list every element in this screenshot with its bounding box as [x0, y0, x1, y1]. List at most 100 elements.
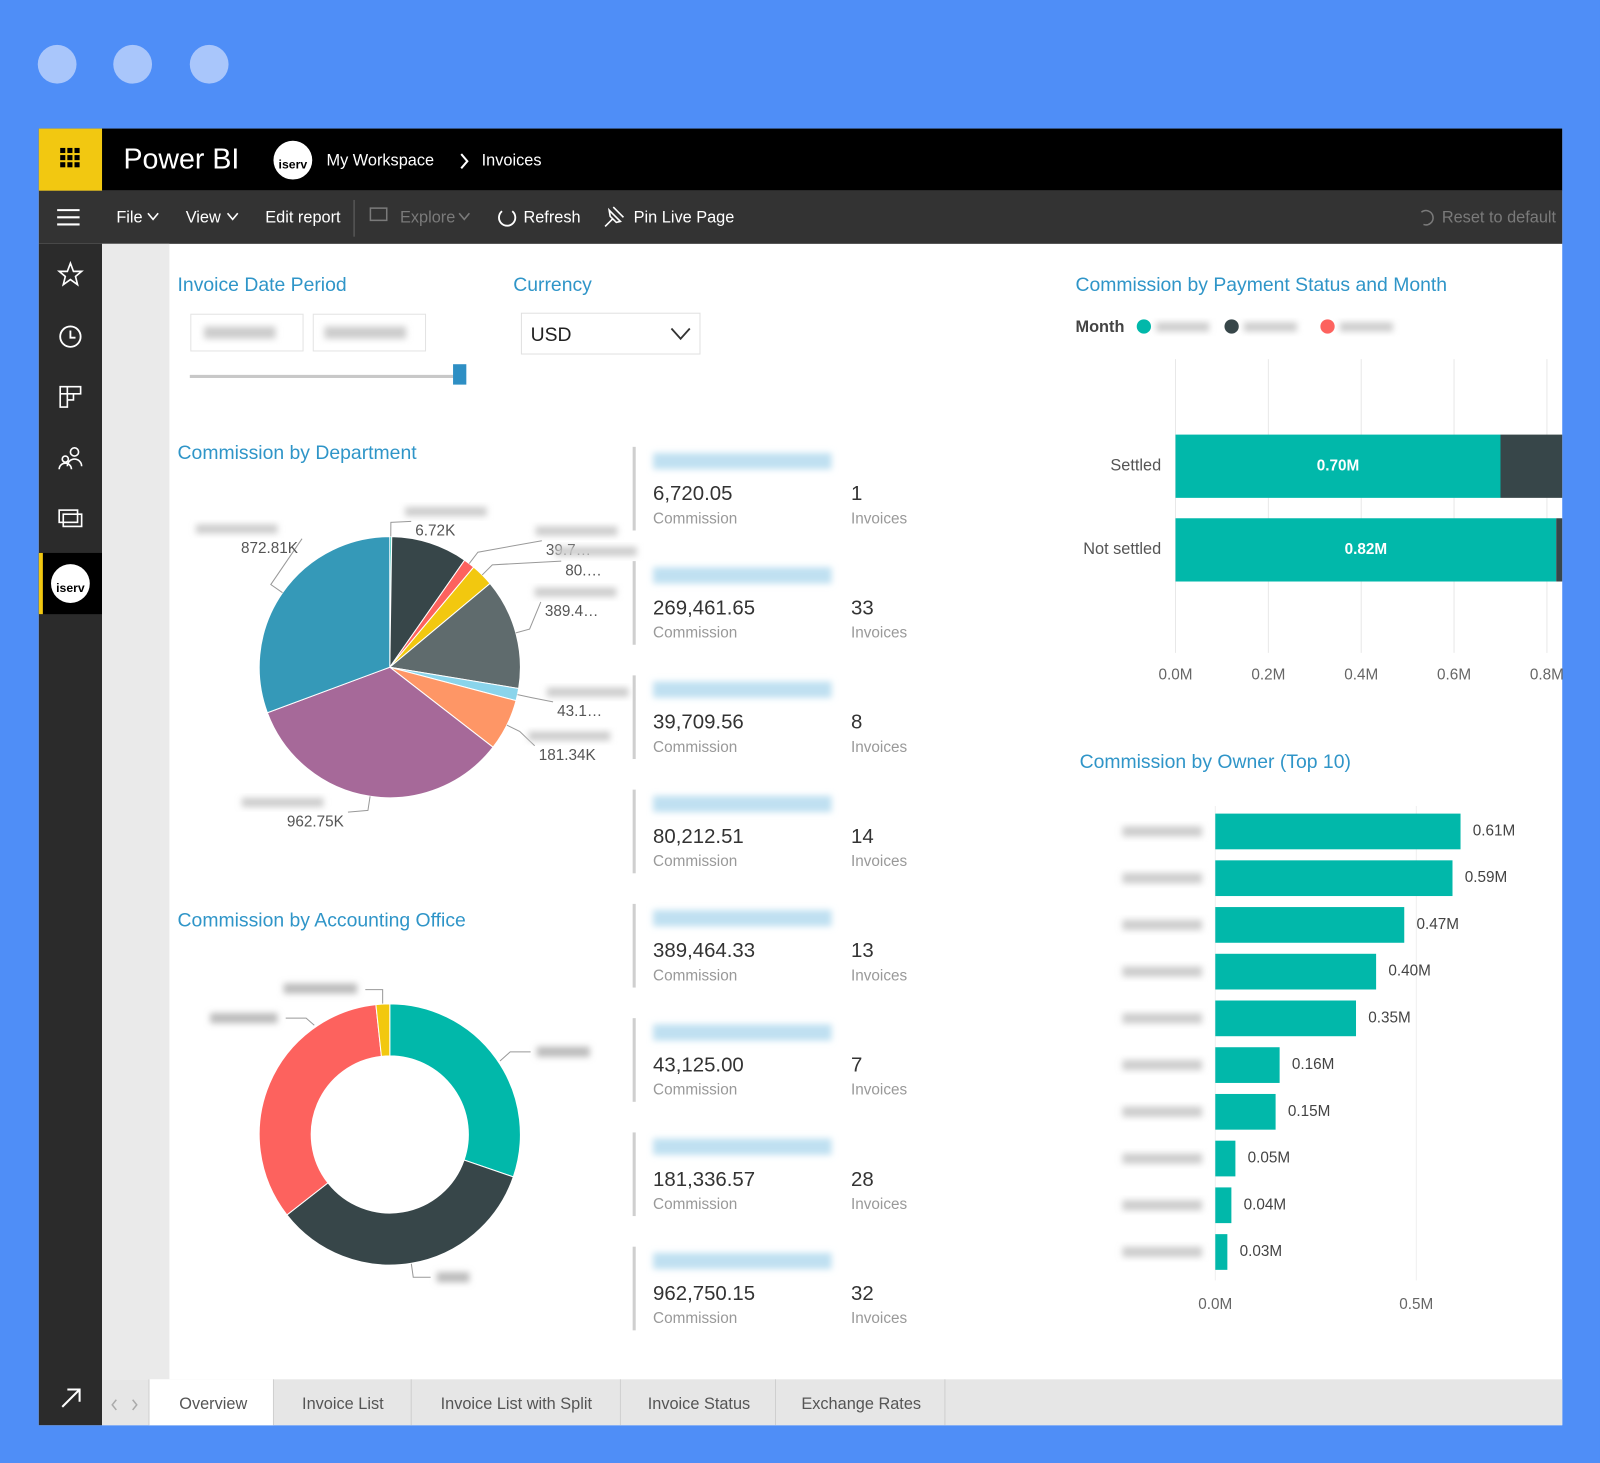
card-count: 14 — [851, 826, 874, 848]
tab[interactable]: Invoice List with Split — [441, 1395, 593, 1413]
tab-scroll[interactable] — [111, 1399, 138, 1411]
blurred-name — [1122, 1059, 1203, 1071]
leader-line — [390, 520, 412, 537]
blurred-title — [653, 452, 832, 470]
card-bar — [632, 561, 636, 645]
menu-file[interactable]: File — [116, 209, 142, 227]
tab-bar — [102, 1379, 1563, 1426]
leader-line — [270, 538, 303, 594]
window-dot[interactable] — [37, 44, 77, 84]
dropdown-chevron — [670, 327, 691, 341]
card-caption: Invoices — [851, 853, 907, 870]
shared-icon[interactable] — [58, 447, 83, 470]
leader-line — [506, 724, 536, 747]
blurred-name — [1122, 1200, 1203, 1211]
active-tab — [148, 1379, 274, 1426]
bar-segment — [1175, 434, 1501, 498]
card-caption: Commission — [653, 510, 737, 527]
blurred-title — [653, 1252, 832, 1270]
x-tick-label: 0.6M — [1437, 666, 1471, 683]
currency-value: USD — [531, 324, 572, 346]
card-caption: Invoices — [851, 1082, 907, 1099]
chart-title: Commission by Accounting Office — [178, 909, 466, 931]
reset-default[interactable]: Reset to default — [1442, 209, 1557, 227]
slice — [389, 1003, 521, 1178]
chevron — [147, 212, 159, 221]
expand-icon[interactable] — [61, 1388, 81, 1408]
x-tick-label: 0.8M — [1530, 666, 1564, 683]
apps-icon[interactable] — [59, 385, 82, 408]
legend-dot — [1136, 319, 1152, 334]
tab[interactable]: Invoice List — [302, 1395, 384, 1413]
blurred-name — [195, 524, 278, 534]
favorites-icon[interactable] — [56, 260, 84, 287]
card-caption: Commission — [653, 739, 737, 756]
chart-title: Commission by Department — [178, 442, 418, 464]
blurred-name — [528, 731, 611, 741]
logo-text: iserv — [56, 581, 85, 595]
app-name: Power BI — [123, 144, 239, 176]
workspaces-icon[interactable] — [58, 509, 83, 528]
blurred-labels — [210, 983, 590, 1283]
card-caption: Commission — [653, 1310, 737, 1327]
bar — [1215, 1093, 1276, 1130]
blurred-name — [1339, 322, 1393, 332]
recent-icon[interactable] — [59, 325, 82, 348]
tab[interactable]: Invoice Status — [648, 1395, 750, 1413]
window-dot[interactable] — [113, 44, 153, 84]
menu-icon[interactable] — [57, 209, 80, 226]
workspace-logo — [273, 140, 313, 180]
legend-dot — [1224, 319, 1239, 334]
edit-report[interactable]: Edit report — [265, 209, 341, 227]
menu-view[interactable]: View — [186, 209, 221, 227]
currency-dropdown[interactable] — [520, 312, 701, 355]
explore-icon — [369, 207, 388, 222]
data-label: 0.47M — [1416, 916, 1459, 933]
breadcrumb[interactable]: My Workspace — [327, 152, 435, 170]
blurred-title — [653, 910, 832, 927]
bar — [1215, 1234, 1228, 1270]
data-label: 0.04M — [1244, 1196, 1287, 1213]
tab[interactable]: Overview — [179, 1395, 247, 1413]
leader-line — [347, 796, 371, 813]
card-caption: Commission — [653, 625, 737, 642]
data-label: 962.75K — [287, 813, 345, 830]
waffle-icon — [60, 147, 80, 168]
card-caption: Commission — [653, 1082, 737, 1099]
y-tick-label: Settled — [1110, 457, 1161, 475]
data-label: 0.70M — [1317, 457, 1360, 474]
card-value: 962,750.15 — [653, 1283, 755, 1305]
card-count: 7 — [851, 1055, 862, 1077]
window-dot[interactable] — [189, 44, 229, 84]
blurred-title — [653, 795, 832, 813]
toolbar — [38, 190, 1563, 244]
card-caption: Commission — [653, 967, 737, 984]
data-label: 872.81K — [241, 540, 299, 557]
blurred-name — [535, 526, 618, 536]
slider-handle[interactable] — [453, 364, 467, 385]
explore[interactable]: Explore — [400, 209, 455, 227]
card-value: 181,336.57 — [653, 1169, 755, 1191]
data-label: 43.1… — [557, 703, 602, 720]
blurred-name — [1122, 873, 1203, 884]
blurred-title — [653, 1138, 832, 1155]
refresh[interactable]: Refresh — [523, 209, 580, 227]
card-count: 8 — [851, 712, 862, 734]
card-caption: Invoices — [851, 1196, 907, 1213]
data-label: 0.05M — [1248, 1150, 1291, 1167]
card-caption: Commission — [653, 853, 737, 870]
card-bar — [632, 903, 636, 988]
slice — [286, 1159, 514, 1266]
bar-segment — [1175, 518, 1557, 582]
data-label: 0.16M — [1292, 1056, 1335, 1073]
card-count: 1 — [851, 483, 862, 505]
pin-live-page[interactable]: Pin Live Page — [634, 209, 735, 227]
chevron — [226, 212, 239, 221]
bar — [1215, 1187, 1232, 1224]
breadcrumb[interactable]: Invoices — [482, 152, 542, 170]
card-caption: Commission — [653, 1196, 737, 1213]
tab[interactable]: Exchange Rates — [801, 1395, 921, 1413]
slicer-title: Currency — [513, 274, 592, 296]
